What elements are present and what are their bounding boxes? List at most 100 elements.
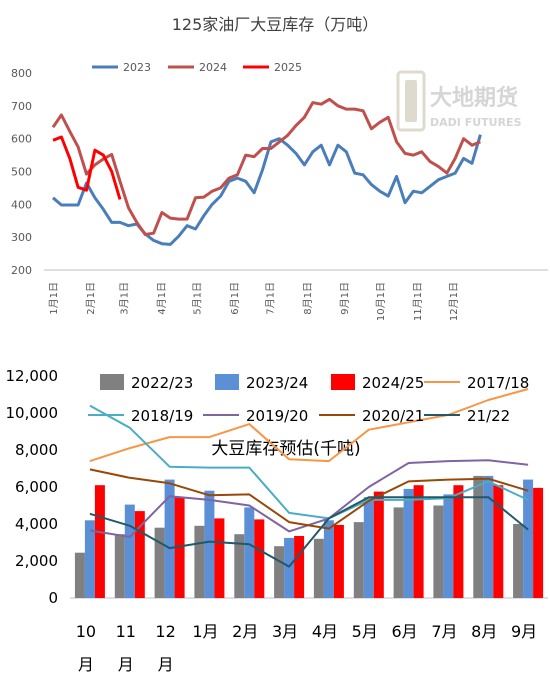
x-tick-label: 5月1日	[192, 282, 204, 315]
x-tick-label: 8月1日	[302, 282, 314, 315]
bar-2022/23	[433, 505, 444, 598]
logo-name: 大地期货	[430, 85, 518, 111]
legend-label-2022/23: 2022/23	[131, 374, 193, 392]
bar-2024/25	[413, 485, 424, 598]
y-tick-label: 10,000	[6, 404, 59, 422]
dadi-futures-logo: 大地期货 DADI FUTURES	[396, 70, 522, 132]
y-tick-label: 400	[11, 198, 32, 211]
y-tick-label: 500	[11, 166, 32, 179]
forecast-chart-title: 大豆库存预估(千吨)	[211, 439, 360, 459]
bar-2024/25	[453, 485, 464, 598]
logo-mark	[396, 70, 426, 132]
bar-2022/23	[234, 534, 245, 598]
series-line-21/22	[89, 496, 529, 568]
legend-swatch-2023/24	[215, 374, 239, 390]
x-tick-label: 11月1日	[412, 282, 424, 320]
x-tick-label: 6月	[391, 622, 417, 641]
x-tick-label: 10	[76, 622, 96, 641]
bar-2023/24	[443, 494, 454, 598]
x-tick-label: 3月	[272, 622, 298, 641]
y-tick-label: 600	[11, 133, 32, 146]
legend-label-21/22: 21/22	[467, 407, 510, 425]
y-tick-label: 4,000	[15, 515, 58, 533]
bar-2022/23	[313, 538, 324, 598]
series-line-2023	[52, 134, 482, 246]
series-line-2024	[51, 97, 481, 236]
bar-2024/25	[333, 524, 344, 598]
x-tick-label: 2月1日	[85, 282, 97, 315]
y-tick-label: 300	[11, 231, 32, 244]
y-tick-label: 12,000	[6, 367, 59, 385]
bar-2024/25	[94, 485, 105, 598]
bar-2024/25	[214, 518, 225, 598]
x-tick-label: 7月1日	[265, 282, 277, 315]
legend-label-2023/24: 2023/24	[246, 374, 308, 392]
bar-2024/25	[373, 491, 384, 598]
x-tick-label-suffix: 月	[118, 655, 134, 674]
y-tick-label: 200	[11, 264, 32, 277]
bar-2023/24	[244, 507, 255, 598]
bar-2024/25	[134, 511, 145, 598]
x-tick-label: 1月	[192, 622, 218, 641]
x-tick-label: 2月	[232, 622, 258, 641]
x-tick-label: 9月	[511, 622, 537, 641]
bar-2023/24	[323, 520, 334, 598]
series-line-2018/19	[89, 404, 529, 520]
x-tick-label: 8月	[471, 622, 497, 641]
bar-2022/23	[353, 522, 364, 598]
bar-2023/24	[523, 479, 534, 598]
bar-2022/23	[74, 552, 85, 598]
y-tick-label: 0	[48, 589, 58, 607]
legend-label-2018/19: 2018/19	[131, 407, 193, 425]
series-line-2020/21	[89, 468, 529, 530]
bar-2024/25	[294, 536, 305, 598]
series-line-2017/18	[89, 388, 529, 463]
legend-label-2025: 2025	[274, 61, 302, 74]
bar-2023/24	[124, 504, 135, 598]
y-tick-label: 800	[11, 67, 32, 80]
bar-2022/23	[154, 527, 165, 598]
x-tick-label-suffix: 月	[158, 655, 174, 674]
x-tick-label-suffix: 月	[78, 655, 94, 674]
legend-label-2017/18: 2017/18	[467, 374, 529, 392]
soybean-inventory-line-chart: 125家油厂大豆库存（万吨） 200 300 400 500 600 700 800 1月1日…	[11, 15, 548, 320]
x-tick-label: 4月1日	[156, 282, 168, 315]
x-tick-label: 4月	[312, 622, 338, 641]
bar-2022/23	[274, 546, 285, 598]
x-tick-label: 1月1日	[48, 282, 60, 315]
legend-label-2023: 2023	[123, 61, 151, 74]
bar-2024/25	[493, 485, 504, 598]
bar-2024/25	[254, 519, 265, 598]
legend-swatch-2022/23	[100, 374, 124, 390]
x-tick-label: 9月1日	[339, 282, 351, 315]
logo-mark-inner	[405, 80, 417, 122]
series-line-2025	[52, 135, 122, 200]
bar-2022/23	[473, 475, 484, 598]
x-tick-label: 12	[155, 622, 175, 641]
legend-label-2020/21: 2020/21	[362, 407, 424, 425]
y-tick-label: 8,000	[15, 441, 58, 459]
legend-label-2024: 2024	[199, 61, 227, 74]
y-tick-label: 2,000	[15, 552, 58, 570]
x-tick-label: 5月	[352, 622, 378, 641]
bar-2022/23	[194, 525, 205, 598]
chart-title: 125家油厂大豆库存（万吨）	[172, 15, 379, 34]
x-tick-label: 10月1日	[375, 282, 387, 320]
bar-2023/24	[284, 537, 295, 598]
bar-2024/25	[533, 487, 544, 598]
soybean-inventory-forecast-chart: 大豆库存预估(千吨) 0 2,000 4,000 6,000 8,000 10,000 12…	[6, 367, 548, 674]
logo-english: DADI FUTURES	[430, 116, 522, 129]
bar-2023/24	[483, 475, 494, 598]
bar-2023/24	[84, 520, 95, 598]
legend-label-2019/20: 2019/20	[246, 407, 308, 425]
bar-2023/24	[363, 497, 374, 598]
x-tick-label: 12月1日	[448, 282, 460, 320]
bar-2023/24	[164, 479, 175, 598]
bar-2023/24	[204, 490, 215, 598]
bar-2022/23	[513, 524, 524, 598]
legend-swatch-2024/25	[331, 374, 355, 390]
bar-2022/23	[114, 534, 125, 598]
bar-2024/25	[174, 497, 185, 598]
y-tick-label: 700	[11, 100, 32, 113]
